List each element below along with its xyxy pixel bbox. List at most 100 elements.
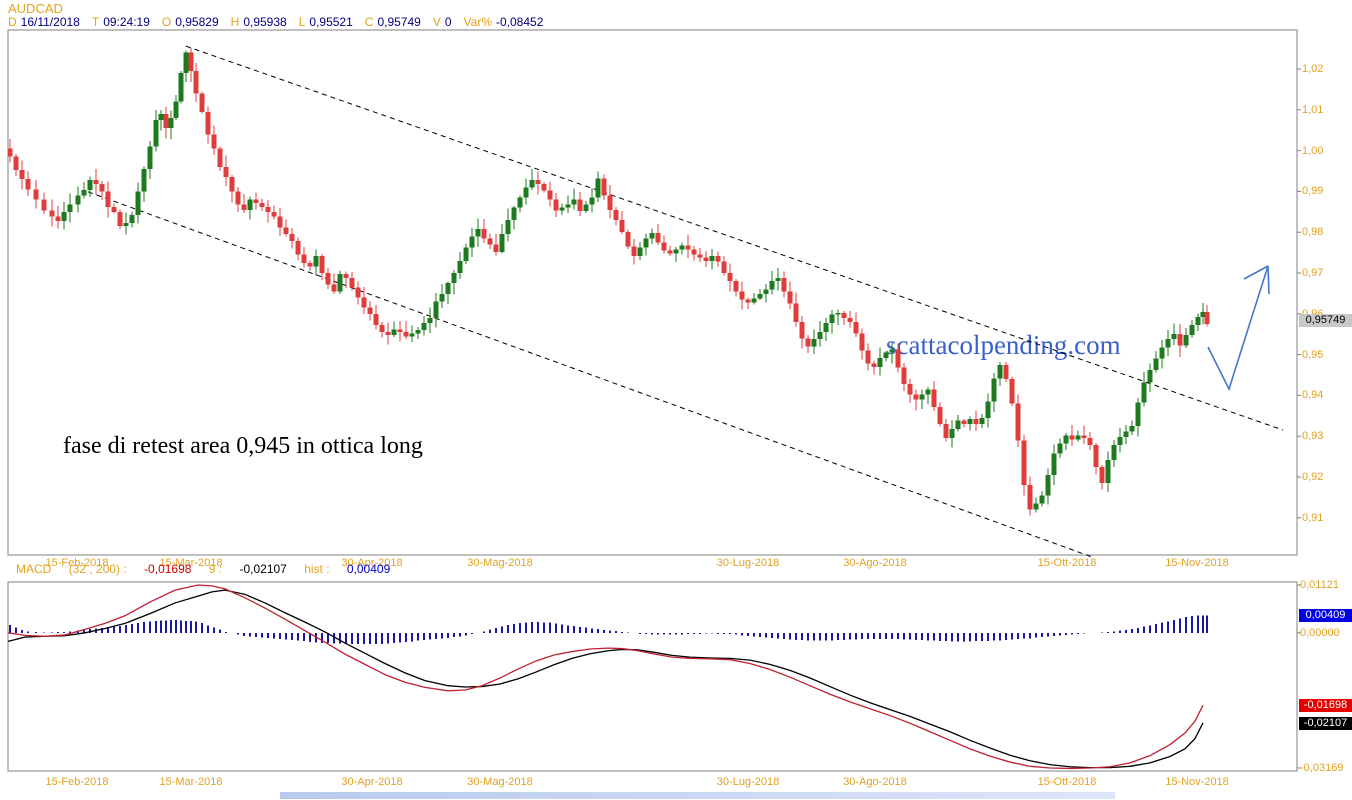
candle-body [919,394,925,400]
candle-body [763,289,769,295]
candle-body [147,146,153,169]
candle-body [427,317,433,323]
candle-body [469,236,475,248]
ohlc-field-value: 09:24:19 [103,15,150,29]
candle-body [81,190,87,196]
watermark-text: scattacolpending.com [886,330,1121,360]
candle-body [679,245,685,250]
candle-body [577,199,583,211]
channel-upper-line[interactable] [185,45,1284,431]
candle-body [1165,339,1171,348]
candle-body [141,168,147,192]
candle-body [985,401,991,418]
candle-body [247,199,253,210]
candle-body [451,273,457,284]
candle-body [331,284,337,292]
candle-body [643,238,649,248]
candle-body [1039,495,1045,504]
candle-body [457,260,463,273]
candle-body [1189,325,1195,336]
candle-body [589,197,595,205]
candle-body [709,255,715,261]
candle-body [343,273,349,278]
candle-body [553,199,559,211]
candle-body [733,281,739,292]
candle-body [19,170,25,180]
candle-body [475,228,481,237]
candle-body [1081,435,1087,439]
candle-body [25,179,31,190]
candle-body [7,148,13,157]
candle-body [859,333,865,351]
candle-body [637,247,643,256]
candle-body [511,207,517,220]
candle-body [547,190,553,200]
candle-body [805,338,811,347]
ohlc-field-value: 0,95938 [243,15,287,29]
candle-body [793,303,799,322]
candle-body [727,273,733,282]
candle-body [403,331,409,337]
candle-body [217,148,223,167]
candle-body [757,294,763,299]
candle-body [721,261,727,273]
candle-body [55,216,61,221]
candle-body [583,204,589,211]
candle-body [1075,435,1081,440]
candle-body [99,184,105,192]
ohlc-field-value: 0,95521 [309,15,353,29]
candle-body [1204,311,1210,324]
ohlc-field-key: Var% [463,15,492,29]
candle-body [355,287,361,298]
channel-lower-line[interactable] [87,191,1093,558]
candle-body [41,199,47,211]
candle-body [337,273,343,292]
candle-body [1105,459,1111,484]
candle-body [289,234,295,242]
candle-body [601,178,607,196]
candle-body [1015,403,1021,441]
candle-body [823,322,829,332]
candle-body [961,420,967,424]
current-price-tag: 0,95749 [1299,314,1352,327]
candle-body [87,179,93,191]
candle-body [129,215,135,224]
candle-body [1117,437,1123,446]
candle-body [529,179,535,188]
trend-arrow[interactable] [1207,265,1269,392]
candle-body [1027,485,1033,510]
candle-body [481,228,487,239]
candle-body [253,199,259,203]
trend-arrow-head [1243,265,1269,280]
candle-body [1099,466,1105,484]
macd-signal-line [7,589,1204,769]
candle-body [973,419,979,424]
macd-legend-macd-value: -0,01698 [144,562,192,576]
candle-body [685,245,691,250]
candle-body [265,206,271,212]
candle-body [1111,445,1117,460]
candle-body [559,207,565,211]
candle-body [325,273,331,285]
candle-body [391,329,397,336]
macd-signal-value-tag: -0,02107 [1299,717,1352,730]
candle-body [565,204,571,208]
candle-body [93,179,99,185]
candle-body [913,394,919,400]
candle-body [877,357,883,367]
candle-body [1063,435,1069,444]
candle-body [361,297,367,308]
candle-body [183,52,189,74]
candle-body [829,314,835,323]
candle-body [1147,370,1153,383]
candle-body [1177,334,1183,346]
candle-body [1057,443,1063,454]
candle-body [1183,335,1189,346]
candle-body [493,244,499,252]
candle-body [925,389,931,395]
candle-body [111,206,117,212]
candle-body [1033,503,1039,510]
candle-body [661,242,667,251]
